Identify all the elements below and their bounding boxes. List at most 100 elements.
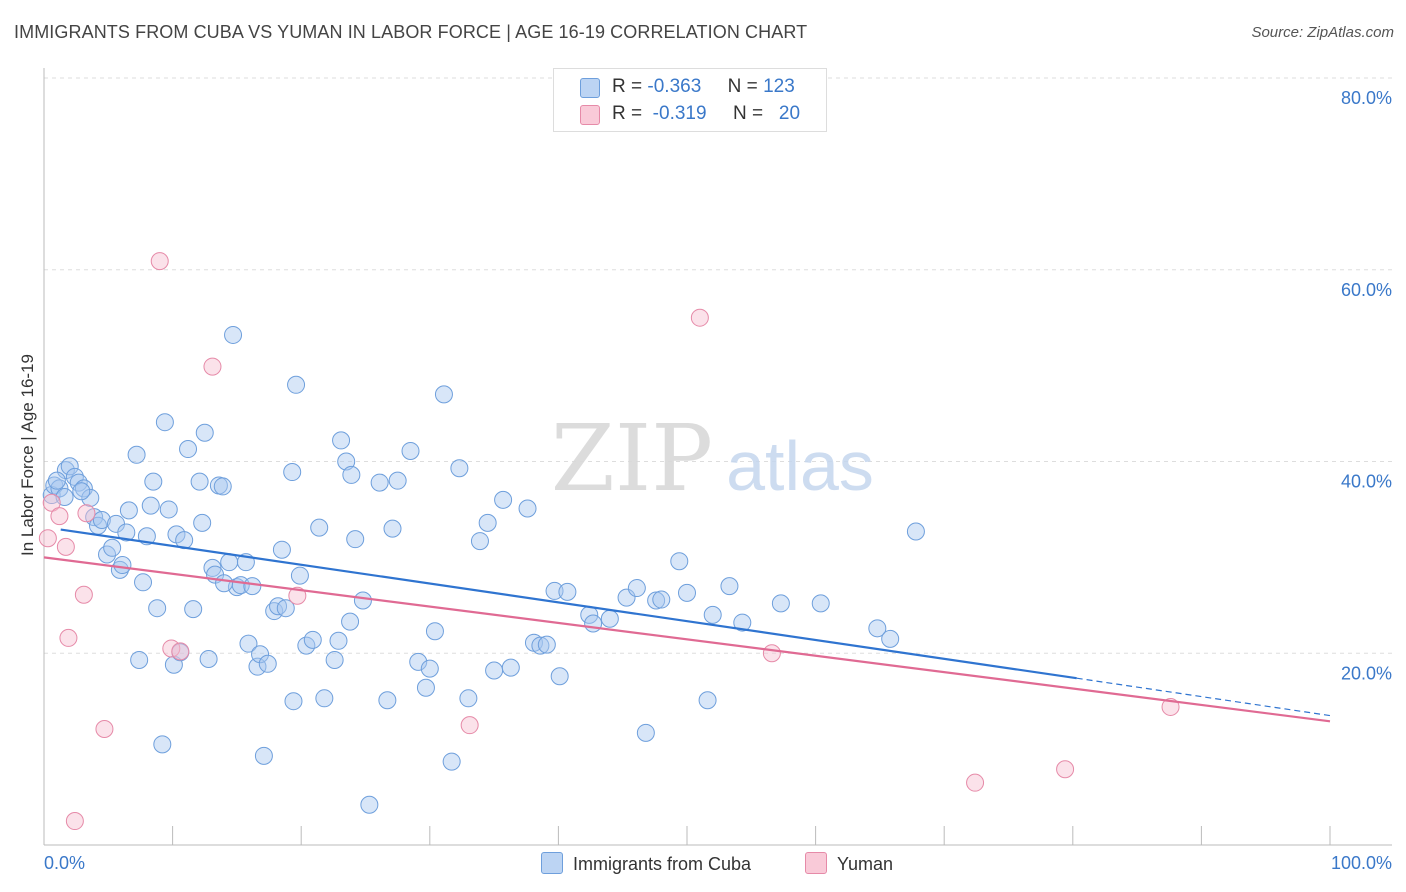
data-point-cuba: [141, 496, 160, 515]
data-point-yuman: [74, 585, 93, 604]
axes: [43, 68, 1392, 846]
data-point-cuba: [254, 746, 273, 765]
legend-r-value: -0.363: [647, 76, 702, 97]
data-point-cuba: [771, 594, 790, 613]
data-point-cuba: [148, 599, 167, 618]
data-point-cuba: [117, 523, 136, 542]
trend-line-cuba: [60, 528, 1077, 680]
data-point-yuman: [762, 644, 781, 663]
y-tick-labels: 20.0% 40.0% 60.0% 80.0%: [1341, 88, 1392, 683]
data-point-cuba: [470, 532, 489, 551]
data-point-cuba: [346, 530, 365, 549]
data-point-yuman: [65, 812, 84, 831]
data-point-cuba: [558, 582, 577, 601]
data-point-cuba: [670, 552, 689, 571]
data-point-cuba: [360, 795, 379, 814]
data-point-cuba: [190, 472, 209, 491]
x-tick-labels: 0.0% 100.0%: [44, 853, 1392, 873]
legend-swatch-cuba: [580, 78, 600, 98]
trend-lines: [43, 528, 1331, 723]
data-point-cuba: [213, 477, 232, 496]
data-point-cuba: [113, 556, 132, 575]
data-point-cuba: [478, 513, 497, 532]
data-point-cuba: [332, 431, 351, 450]
data-point-cuba: [310, 518, 329, 537]
data-point-cuba: [258, 654, 277, 673]
legend-n-value: 20: [778, 103, 801, 124]
legend-swatch-yuman: [580, 105, 600, 125]
data-point-cuba: [134, 573, 153, 592]
data-point-cuba: [119, 501, 138, 520]
source-credit: Source: ZipAtlas.com: [1251, 24, 1394, 41]
data-point-yuman: [460, 716, 479, 735]
data-point-cuba: [72, 482, 91, 501]
data-point-cuba: [74, 479, 93, 498]
data-point-yuman: [59, 628, 78, 647]
y-tick-label: 60.0%: [1341, 280, 1392, 300]
data-points: [38, 252, 1180, 831]
legend-swatch-yuman: [805, 852, 827, 874]
data-point-cuba: [494, 490, 513, 509]
data-point-cuba: [420, 659, 439, 678]
legend-r-label: R =: [612, 76, 643, 97]
data-point-yuman: [95, 719, 114, 738]
data-point-cuba: [906, 522, 925, 541]
legend-label-yuman: Yuman: [837, 854, 894, 874]
data-point-cuba: [636, 723, 655, 742]
data-point-cuba: [678, 583, 696, 602]
data-point-cuba: [584, 614, 603, 633]
data-point-cuba: [215, 574, 234, 593]
data-point-cuba: [881, 629, 900, 648]
data-point-cuba: [442, 752, 461, 771]
data-point-cuba: [81, 488, 100, 507]
data-point-cuba: [647, 591, 666, 610]
data-point-cuba: [485, 661, 504, 680]
data-point-cuba: [698, 691, 717, 710]
legend-swatch-cuba: [541, 852, 563, 874]
chart-title: IMMIGRANTS FROM CUBA VS YUMAN IN LABOR F…: [14, 22, 808, 42]
data-point-cuba: [550, 667, 569, 686]
legend-n-label: N =: [732, 103, 764, 124]
data-point-cuba: [342, 465, 361, 484]
data-point-cuba: [627, 579, 646, 598]
y-tick-label: 40.0%: [1341, 472, 1392, 492]
data-point-cuba: [130, 650, 149, 669]
watermark-atlas: atlas: [726, 427, 874, 505]
data-point-cuba: [195, 423, 214, 442]
data-point-cuba: [272, 540, 291, 559]
data-point-cuba: [269, 597, 288, 616]
legend-item-cuba: Immigrants from Cuba: [541, 852, 751, 875]
watermark-zip: ZIP: [551, 405, 713, 512]
data-point-cuba: [224, 325, 243, 344]
data-point-cuba: [47, 471, 66, 490]
data-point-cuba: [329, 631, 348, 650]
data-point-yuman: [56, 537, 75, 556]
data-point-cuba: [60, 457, 79, 476]
data-point-cuba: [92, 510, 111, 529]
data-point-yuman: [171, 642, 190, 661]
y-axis-label: In Labor Force | Age 16-19: [18, 354, 37, 556]
data-point-cuba: [409, 652, 428, 671]
data-point-cuba: [325, 650, 344, 669]
data-point-yuman: [288, 586, 307, 605]
data-point-cuba: [284, 692, 303, 711]
data-point-cuba: [287, 375, 306, 394]
data-point-cuba: [199, 650, 218, 669]
data-point-cuba: [155, 413, 174, 432]
data-point-cuba: [378, 691, 397, 710]
data-point-cuba: [537, 635, 556, 654]
stats-legend: R = -0.363 N = 123 R = -0.319 N = 20: [553, 68, 827, 132]
data-point-cuba: [243, 577, 262, 596]
data-point-cuba: [353, 591, 372, 610]
data-point-yuman: [1161, 697, 1180, 716]
data-point-cuba: [425, 622, 444, 641]
data-point-cuba: [239, 634, 258, 653]
data-point-cuba: [518, 499, 537, 518]
data-point-yuman: [42, 493, 61, 512]
data-point-cuba: [127, 445, 146, 464]
legend-label-cuba: Immigrants from Cuba: [573, 854, 752, 874]
data-point-cuba: [153, 735, 172, 754]
data-point-cuba: [531, 636, 550, 655]
data-point-cuba: [315, 689, 334, 708]
